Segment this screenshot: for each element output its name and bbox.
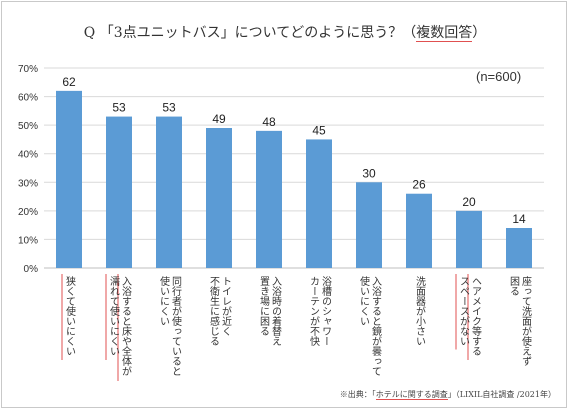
bar xyxy=(206,128,232,268)
source-footer: ※出典：「ホテルに関する調査」（LIXIL自社調査 /2021年） xyxy=(339,390,556,400)
data-label: 48 xyxy=(262,115,276,129)
data-label: 53 xyxy=(162,101,176,115)
bar xyxy=(356,182,382,268)
y-tick-label: 0% xyxy=(24,264,39,275)
data-label: 49 xyxy=(212,112,226,126)
x-tick-label: スペースがない xyxy=(458,276,470,346)
bar xyxy=(506,228,532,268)
y-tick-label: 20% xyxy=(18,207,38,218)
x-tick-label: 洗面器が小さい xyxy=(414,276,426,346)
y-tick-label: 10% xyxy=(18,235,38,246)
y-tick-label: 30% xyxy=(18,178,38,189)
x-tick-label: 狭くて使いにくい xyxy=(64,275,76,356)
y-tick-label: 50% xyxy=(18,121,38,132)
title-highlight: 複数回答 xyxy=(416,25,473,42)
x-tick-label: 同行者が使っていると xyxy=(170,276,182,376)
data-label: 26 xyxy=(412,178,426,192)
x-tick-label: 置き場に困る xyxy=(258,276,270,336)
data-label: 45 xyxy=(312,123,326,137)
y-tick-label: 40% xyxy=(18,150,38,161)
x-tick-label: 濡れて使いにくい xyxy=(108,276,120,356)
data-label: 62 xyxy=(62,75,76,89)
bar xyxy=(256,130,282,268)
bar xyxy=(306,139,332,268)
source-highlight: ホテルに関する調査 xyxy=(375,390,448,400)
sample-size-note: (n=600) xyxy=(476,69,522,84)
data-label: 20 xyxy=(462,195,476,209)
x-tick-label: ヘアメイク等する xyxy=(470,276,482,356)
bar xyxy=(406,193,432,268)
data-label: 53 xyxy=(112,101,126,115)
x-tick-label: 不衛生に感じる xyxy=(208,276,220,346)
x-tick-label: 入浴すると鏡が曇って xyxy=(370,276,382,376)
x-tick-label: 使いにくい xyxy=(358,275,370,326)
data-label: 30 xyxy=(362,166,376,180)
x-tick-label: 使いにくい xyxy=(158,275,170,326)
x-tick-label: 浴槽のシャワー xyxy=(320,276,332,346)
bar xyxy=(56,90,82,268)
y-tick-label: 60% xyxy=(18,93,38,104)
bar xyxy=(156,116,182,268)
x-tick-label: 座って洗面が使えず xyxy=(520,275,532,366)
bar xyxy=(456,210,482,268)
x-tick-label: カーテンが不快 xyxy=(308,276,320,347)
x-tick-label: トイレが近く xyxy=(220,276,232,336)
x-tick-label: 入浴時の着替え xyxy=(270,276,282,346)
chart-title: Q 「3点ユニットバス」についてどのように思う？（複数回答） xyxy=(83,25,487,42)
bar xyxy=(106,116,132,268)
data-label: 14 xyxy=(512,212,526,226)
x-tick-label: 入浴すると床や全体が xyxy=(120,276,132,376)
y-tick-label: 70% xyxy=(18,64,38,75)
x-tick-label: 困る xyxy=(508,276,520,296)
